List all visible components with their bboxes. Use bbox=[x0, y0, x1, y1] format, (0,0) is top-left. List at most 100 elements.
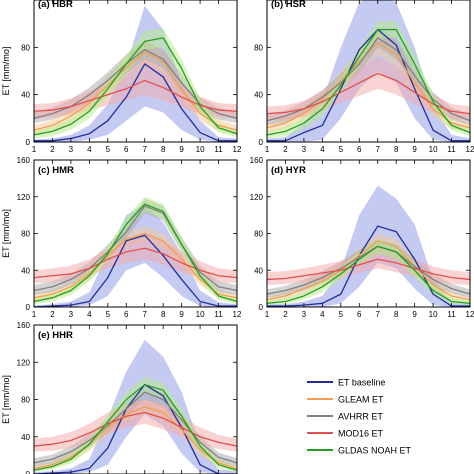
x-tick-label: 10 bbox=[429, 310, 438, 319]
series-line-1 bbox=[267, 28, 470, 142]
y-tick-label: 0 bbox=[26, 303, 31, 312]
panel-title: (c) HMR bbox=[38, 165, 74, 176]
x-tick-label: 7 bbox=[376, 310, 381, 319]
legend-label: GLDAS NOAH ET bbox=[338, 446, 412, 456]
x-tick-label: 2 bbox=[50, 145, 55, 154]
series-line-4 bbox=[33, 247, 238, 279]
x-tick-label: 9 bbox=[412, 310, 417, 319]
panel-title: (d) HYR bbox=[271, 165, 306, 176]
x-tick-label: 12 bbox=[233, 310, 242, 319]
y-tick-label: 120 bbox=[17, 358, 31, 367]
plot-frame bbox=[33, 0, 238, 143]
x-tick-label: 10 bbox=[196, 310, 205, 319]
legend-label: AVHRR ET bbox=[338, 412, 383, 422]
x-tick-label: 6 bbox=[357, 310, 362, 319]
panel-title: (b) HSR bbox=[271, 0, 306, 10]
x-tick-label: 1 bbox=[265, 145, 270, 154]
y-tick-label: 40 bbox=[21, 91, 30, 100]
series-line-3 bbox=[33, 205, 238, 292]
series-line-5 bbox=[33, 383, 238, 471]
x-tick-label: 12 bbox=[466, 310, 474, 319]
x-tick-label: 4 bbox=[320, 145, 325, 154]
series-line-3 bbox=[266, 245, 471, 295]
x-tick-label: 6 bbox=[357, 145, 362, 154]
panel-5: 0 40 80 120 160 (e) HHR ET [mm/mo] bbox=[1, 321, 238, 474]
x-tick-label: 1 bbox=[32, 145, 37, 154]
x-tick-label: 3 bbox=[302, 145, 307, 154]
x-tick-label: 8 bbox=[394, 145, 399, 154]
x-tick-label: 3 bbox=[69, 145, 74, 154]
x-tick-label: 10 bbox=[429, 145, 438, 154]
series-line-1 bbox=[33, 383, 237, 474]
band-5 bbox=[34, 28, 237, 139]
x-tick-label: 9 bbox=[412, 145, 417, 154]
y-tick-label: 0 bbox=[26, 138, 31, 147]
y-tick-label: 80 bbox=[21, 230, 30, 239]
y-tick-label: 80 bbox=[254, 43, 263, 52]
band-4 bbox=[34, 59, 237, 119]
y-tick-label: 160 bbox=[17, 321, 31, 330]
x-tick-label: 2 bbox=[50, 310, 55, 319]
series-line-5 bbox=[266, 28, 471, 136]
y-tick-label: 40 bbox=[21, 433, 30, 442]
y-tick-label: 160 bbox=[250, 156, 264, 165]
x-tick-label: 8 bbox=[161, 310, 166, 319]
series-line-2 bbox=[33, 232, 238, 299]
y-axis-label: ET [mm/mo] bbox=[1, 209, 11, 258]
y-axis-label: ET [mm/mo] bbox=[1, 47, 11, 96]
x-tick-label: 4 bbox=[87, 145, 92, 154]
y-tick-label: 120 bbox=[250, 193, 264, 202]
x-tick-label: 4 bbox=[87, 310, 92, 319]
x-tick-label: 12 bbox=[233, 145, 242, 154]
x-tick-label: 6 bbox=[124, 145, 129, 154]
x-tick-label: 10 bbox=[196, 145, 205, 154]
band-4 bbox=[34, 233, 237, 284]
series-line-4 bbox=[33, 79, 238, 112]
legend-label: MOD16 ET bbox=[338, 429, 384, 439]
series-line-5 bbox=[266, 245, 471, 304]
x-tick-label: 9 bbox=[179, 145, 184, 154]
x-tick-label: 11 bbox=[214, 310, 223, 319]
series-line-5 bbox=[33, 203, 238, 303]
series-line-1 bbox=[33, 234, 237, 308]
band-5 bbox=[267, 21, 470, 139]
x-tick-label: 11 bbox=[447, 310, 456, 319]
x-tick-label: 11 bbox=[447, 145, 456, 154]
x-tick-label: 2 bbox=[283, 310, 288, 319]
band-4 bbox=[267, 56, 470, 121]
x-tick-label: 7 bbox=[143, 145, 148, 154]
series-line-4 bbox=[266, 258, 471, 281]
x-tick-label: 1 bbox=[32, 310, 37, 319]
y-tick-label: 0 bbox=[259, 303, 264, 312]
x-tick-label: 4 bbox=[320, 310, 325, 319]
y-axis-label: ET [mm/mo] bbox=[1, 375, 11, 424]
series-line-3 bbox=[33, 391, 238, 464]
x-tick-label: 5 bbox=[106, 145, 111, 154]
y-tick-label: 0 bbox=[259, 138, 264, 147]
x-tick-label: 3 bbox=[302, 310, 307, 319]
y-tick-label: 80 bbox=[254, 230, 263, 239]
x-tick-label: 12 bbox=[466, 145, 474, 154]
y-tick-label: 0 bbox=[26, 470, 31, 474]
x-tick-label: 6 bbox=[124, 310, 129, 319]
y-tick-label: 40 bbox=[254, 91, 263, 100]
x-tick-label: 5 bbox=[339, 145, 344, 154]
x-tick-label: 11 bbox=[214, 145, 223, 154]
x-tick-label: 8 bbox=[394, 310, 399, 319]
plot-frame bbox=[266, 0, 471, 143]
panel-title: (e) HHR bbox=[38, 330, 73, 341]
series-line-2 bbox=[266, 240, 471, 301]
y-tick-label: 160 bbox=[17, 156, 31, 165]
panel-title: (a) HBR bbox=[38, 0, 73, 10]
x-tick-label: 7 bbox=[376, 145, 381, 154]
x-tick-label: 3 bbox=[69, 310, 74, 319]
series-line-1 bbox=[34, 63, 237, 142]
y-tick-label: 80 bbox=[21, 43, 30, 52]
x-tick-label: 2 bbox=[283, 145, 288, 154]
x-tick-label: 7 bbox=[143, 310, 148, 319]
